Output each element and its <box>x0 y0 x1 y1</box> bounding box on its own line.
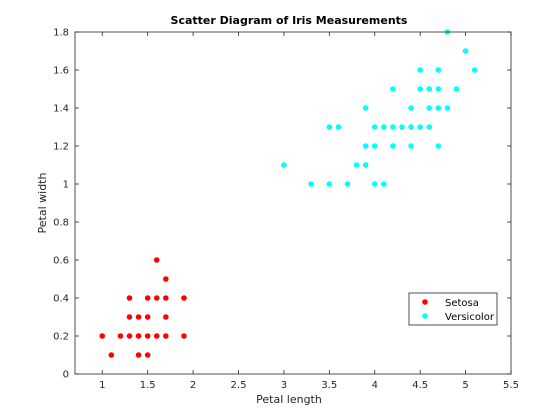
versicolor-point-16 <box>390 124 396 130</box>
versicolor-point-13 <box>381 181 387 187</box>
x-tick-label: 4.5 <box>412 380 428 391</box>
setosa-point-10 <box>144 333 151 339</box>
x-tick-label: 3.5 <box>321 380 337 391</box>
setosa-point-18 <box>163 295 169 301</box>
y-axis-ticks: 0 0.2 0.4 0.6 0.8 1 1.2 1.4 1.6 1.8 <box>53 28 511 381</box>
setosa-point-9 <box>144 352 151 358</box>
versicolor-point-27 <box>426 86 433 92</box>
versicolor-point-0 <box>281 162 287 168</box>
x-tick-label: 5 <box>462 380 468 391</box>
versicolor-point-8 <box>362 143 369 149</box>
legend-marker-versicolor <box>422 313 428 319</box>
x-tick-label: 2 <box>190 380 196 391</box>
versicolor-point-14 <box>381 124 387 130</box>
versicolor-point-23 <box>417 86 423 92</box>
versicolor-point-32 <box>444 105 451 111</box>
versicolor-point-31 <box>435 67 442 73</box>
versicolor-point-29 <box>435 105 442 111</box>
versicolor-point-5 <box>344 181 351 187</box>
legend-box <box>408 292 498 326</box>
versicolor-point-1 <box>308 181 314 187</box>
x-tick-label: 3 <box>281 380 287 391</box>
chart-title: Scatter Diagram of Iris Measurements <box>171 14 408 27</box>
y-tick-label: 1.8 <box>53 28 69 39</box>
versicolor-point-10 <box>371 181 378 187</box>
y-tick-label: 0.4 <box>53 294 69 305</box>
versicolor-point-25 <box>426 124 433 130</box>
setosa-point-21 <box>181 295 187 301</box>
versicolor-point-21 <box>408 105 414 111</box>
setosa-point-13 <box>153 333 160 339</box>
versicolor-point-2 <box>326 181 333 187</box>
setosa-point-15 <box>153 257 160 263</box>
setosa-point-7 <box>135 333 142 339</box>
versicolor-point-30 <box>435 86 442 92</box>
versicolor-point-11 <box>371 143 378 149</box>
versicolor-point-17 <box>390 86 396 92</box>
versicolor-point-28 <box>435 143 442 149</box>
versicolor-point-12 <box>371 124 378 130</box>
setosa-point-5 <box>126 295 133 301</box>
setosa-point-1 <box>108 352 115 358</box>
y-tick-label: 0 <box>63 370 69 381</box>
setosa-point-6 <box>135 352 142 358</box>
setosa-point-17 <box>163 314 169 320</box>
setosa-point-3 <box>126 333 133 339</box>
legend-marker-setosa <box>422 299 428 305</box>
y-tick-label: 1.6 <box>53 66 69 77</box>
plot-marks <box>99 29 478 358</box>
setosa-point-4 <box>126 314 133 320</box>
versicolor-point-18 <box>399 124 405 130</box>
x-axis-ticks: 1 1.5 2 2.5 3 3.5 4 4.5 5 5.5 <box>99 32 519 391</box>
versicolor-point-22 <box>417 124 423 130</box>
setosa-point-19 <box>163 276 169 282</box>
versicolor-point-24 <box>417 67 423 73</box>
versicolor-point-15 <box>390 143 396 149</box>
x-tick-label: 2.5 <box>231 380 247 391</box>
setosa-point-12 <box>144 295 151 301</box>
y-tick-label: 1.2 <box>53 142 69 153</box>
versicolor-point-26 <box>426 105 433 111</box>
versicolor-point-34 <box>453 86 460 92</box>
legend-label-versicolor: Versicolor <box>445 312 495 323</box>
y-tick-label: 0.8 <box>53 218 69 229</box>
versicolor-point-19 <box>408 143 414 149</box>
setosa-point-16 <box>163 333 169 339</box>
x-tick-label: 1 <box>99 380 105 391</box>
versicolor-point-20 <box>408 124 414 130</box>
setosa-point-11 <box>144 314 151 320</box>
versicolor-point-3 <box>326 124 333 130</box>
setosa-point-14 <box>153 295 160 301</box>
setosa-point-8 <box>135 314 142 320</box>
y-axis-label: Petal width <box>36 173 49 234</box>
y-tick-label: 0.2 <box>53 332 69 343</box>
versicolor-point-7 <box>362 162 369 168</box>
setosa-point-20 <box>181 333 187 339</box>
setosa-point-0 <box>99 333 106 339</box>
legend: Setosa Versicolor <box>408 292 498 326</box>
legend-label-setosa: Setosa <box>445 298 479 309</box>
axes-box <box>74 31 512 375</box>
y-tick-label: 0.6 <box>53 256 69 267</box>
x-axis-label: Petal length <box>256 393 322 406</box>
x-tick-label: 5.5 <box>503 380 519 391</box>
versicolor-point-4 <box>335 124 342 130</box>
setosa-point-2 <box>117 333 124 339</box>
versicolor-point-35 <box>462 48 469 54</box>
y-tick-label: 1 <box>63 180 69 191</box>
x-tick-label: 1.5 <box>140 380 156 391</box>
y-tick-label: 1.4 <box>53 104 69 115</box>
x-tick-label: 4 <box>372 380 378 391</box>
versicolor-point-6 <box>353 162 360 168</box>
versicolor-point-36 <box>471 67 478 73</box>
versicolor-point-9 <box>362 105 369 111</box>
